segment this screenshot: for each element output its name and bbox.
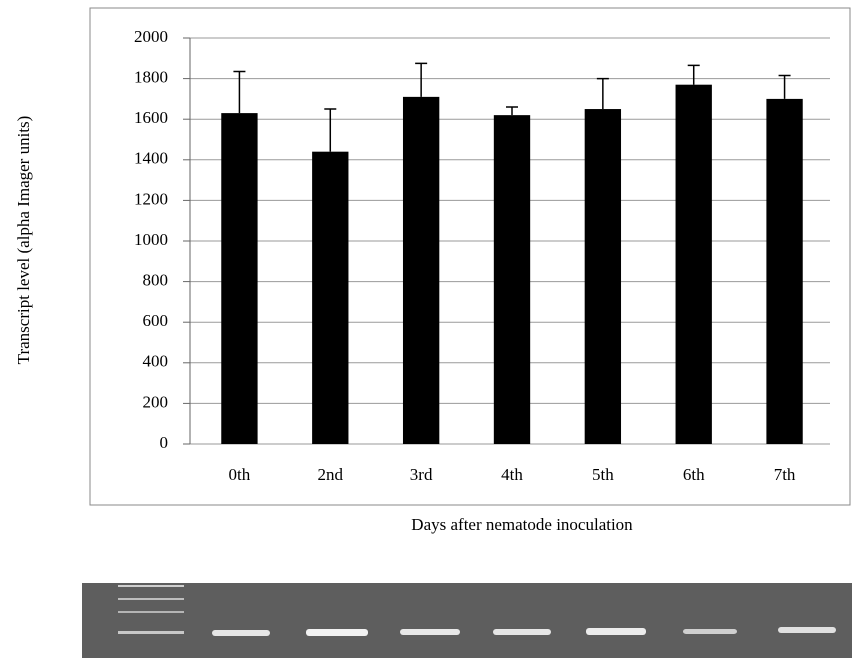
gel-image — [82, 583, 852, 658]
y-tick-label: 200 — [143, 392, 169, 411]
gel-band — [400, 629, 460, 635]
error-bar — [415, 62, 428, 97]
error-bar — [778, 74, 791, 99]
y-tick-label: 400 — [143, 352, 169, 371]
gel-band — [586, 628, 646, 635]
error-bar — [687, 64, 700, 85]
gel-band — [306, 629, 368, 636]
x-tick-label: 7th — [774, 465, 796, 484]
bar — [675, 84, 712, 444]
y-tick-label: 1600 — [134, 108, 168, 127]
gel-band — [778, 627, 836, 633]
ladder-band — [118, 598, 184, 600]
gel-band — [212, 630, 270, 636]
bar — [221, 113, 258, 445]
bar — [312, 151, 349, 444]
y-tick-label: 0 — [160, 433, 169, 452]
y-tick-label: 800 — [143, 271, 169, 290]
ladder-band — [118, 585, 184, 587]
gel-band — [493, 629, 551, 635]
ladder-band — [118, 631, 184, 634]
y-tick-label: 1800 — [134, 68, 168, 87]
gel-band — [683, 629, 737, 634]
x-tick-label: 2nd — [318, 465, 344, 484]
x-tick-label: 4th — [501, 465, 523, 484]
gel-background — [82, 583, 852, 658]
y-tick-label: 1000 — [134, 230, 168, 249]
ladder-band — [118, 611, 184, 613]
x-tick-label: 3rd — [410, 465, 433, 484]
bar — [493, 115, 531, 444]
x-tick-label: 6th — [683, 465, 705, 484]
error-bar — [596, 77, 609, 110]
x-axis-label: Days after nematode inoculation — [411, 515, 633, 534]
y-tick-label: 600 — [143, 311, 169, 330]
error-bar — [506, 106, 518, 116]
bar — [402, 96, 440, 445]
y-tick-label: 1200 — [134, 189, 168, 208]
x-tick-label: 5th — [592, 465, 614, 484]
y-tick-label: 1400 — [134, 149, 168, 168]
y-axis-label: Transcript level (alpha Imager units) — [14, 116, 33, 365]
y-tick-label: 2000 — [134, 27, 168, 46]
error-bar — [324, 108, 337, 152]
error-bar — [233, 70, 246, 114]
bar — [766, 98, 803, 445]
bar — [584, 109, 622, 445]
chart-frame — [89, 7, 851, 506]
x-tick-label: 0th — [229, 465, 251, 484]
